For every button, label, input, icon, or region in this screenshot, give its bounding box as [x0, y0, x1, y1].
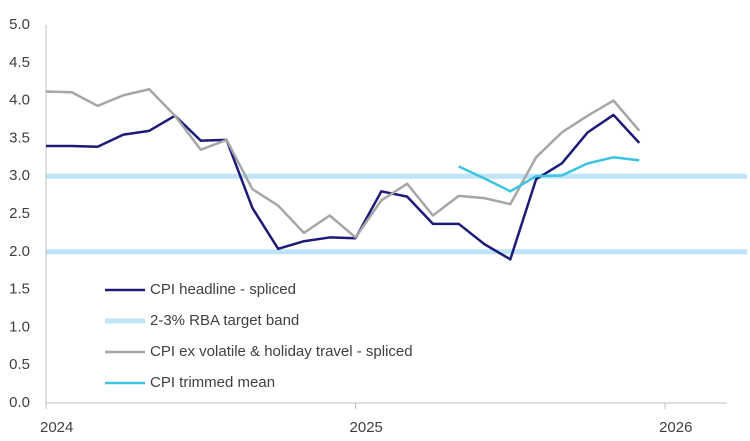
series-line	[45, 88, 641, 239]
y-tick-label: 4.0	[9, 92, 30, 109]
y-tick-label: 1.0	[9, 318, 30, 335]
legend-label: CPI trimmed mean	[150, 374, 275, 391]
y-tick-label: 4.5	[9, 54, 30, 71]
y-tick-label: 0.0	[9, 394, 30, 411]
x-tick-label: 2025	[350, 419, 383, 436]
legend-label: CPI headline - spliced	[150, 281, 296, 298]
legend-label: CPI ex volatile & holiday travel - splic…	[150, 343, 413, 360]
series-line	[458, 156, 640, 193]
y-tick-label: 3.5	[9, 129, 30, 146]
y-tick-label: 2.5	[9, 205, 30, 222]
legend-label: 2-3% RBA target band	[150, 312, 299, 329]
series-line	[46, 113, 641, 261]
x-tick-label: 2026	[659, 419, 692, 436]
y-tick-label: 0.5	[9, 356, 30, 373]
y-tick-label: 1.5	[9, 281, 30, 298]
x-tick-label: 2024	[40, 419, 73, 436]
y-tick-label: 5.0	[9, 16, 30, 33]
y-tick-label: 3.0	[9, 167, 30, 184]
y-tick-label: 2.0	[9, 243, 30, 260]
